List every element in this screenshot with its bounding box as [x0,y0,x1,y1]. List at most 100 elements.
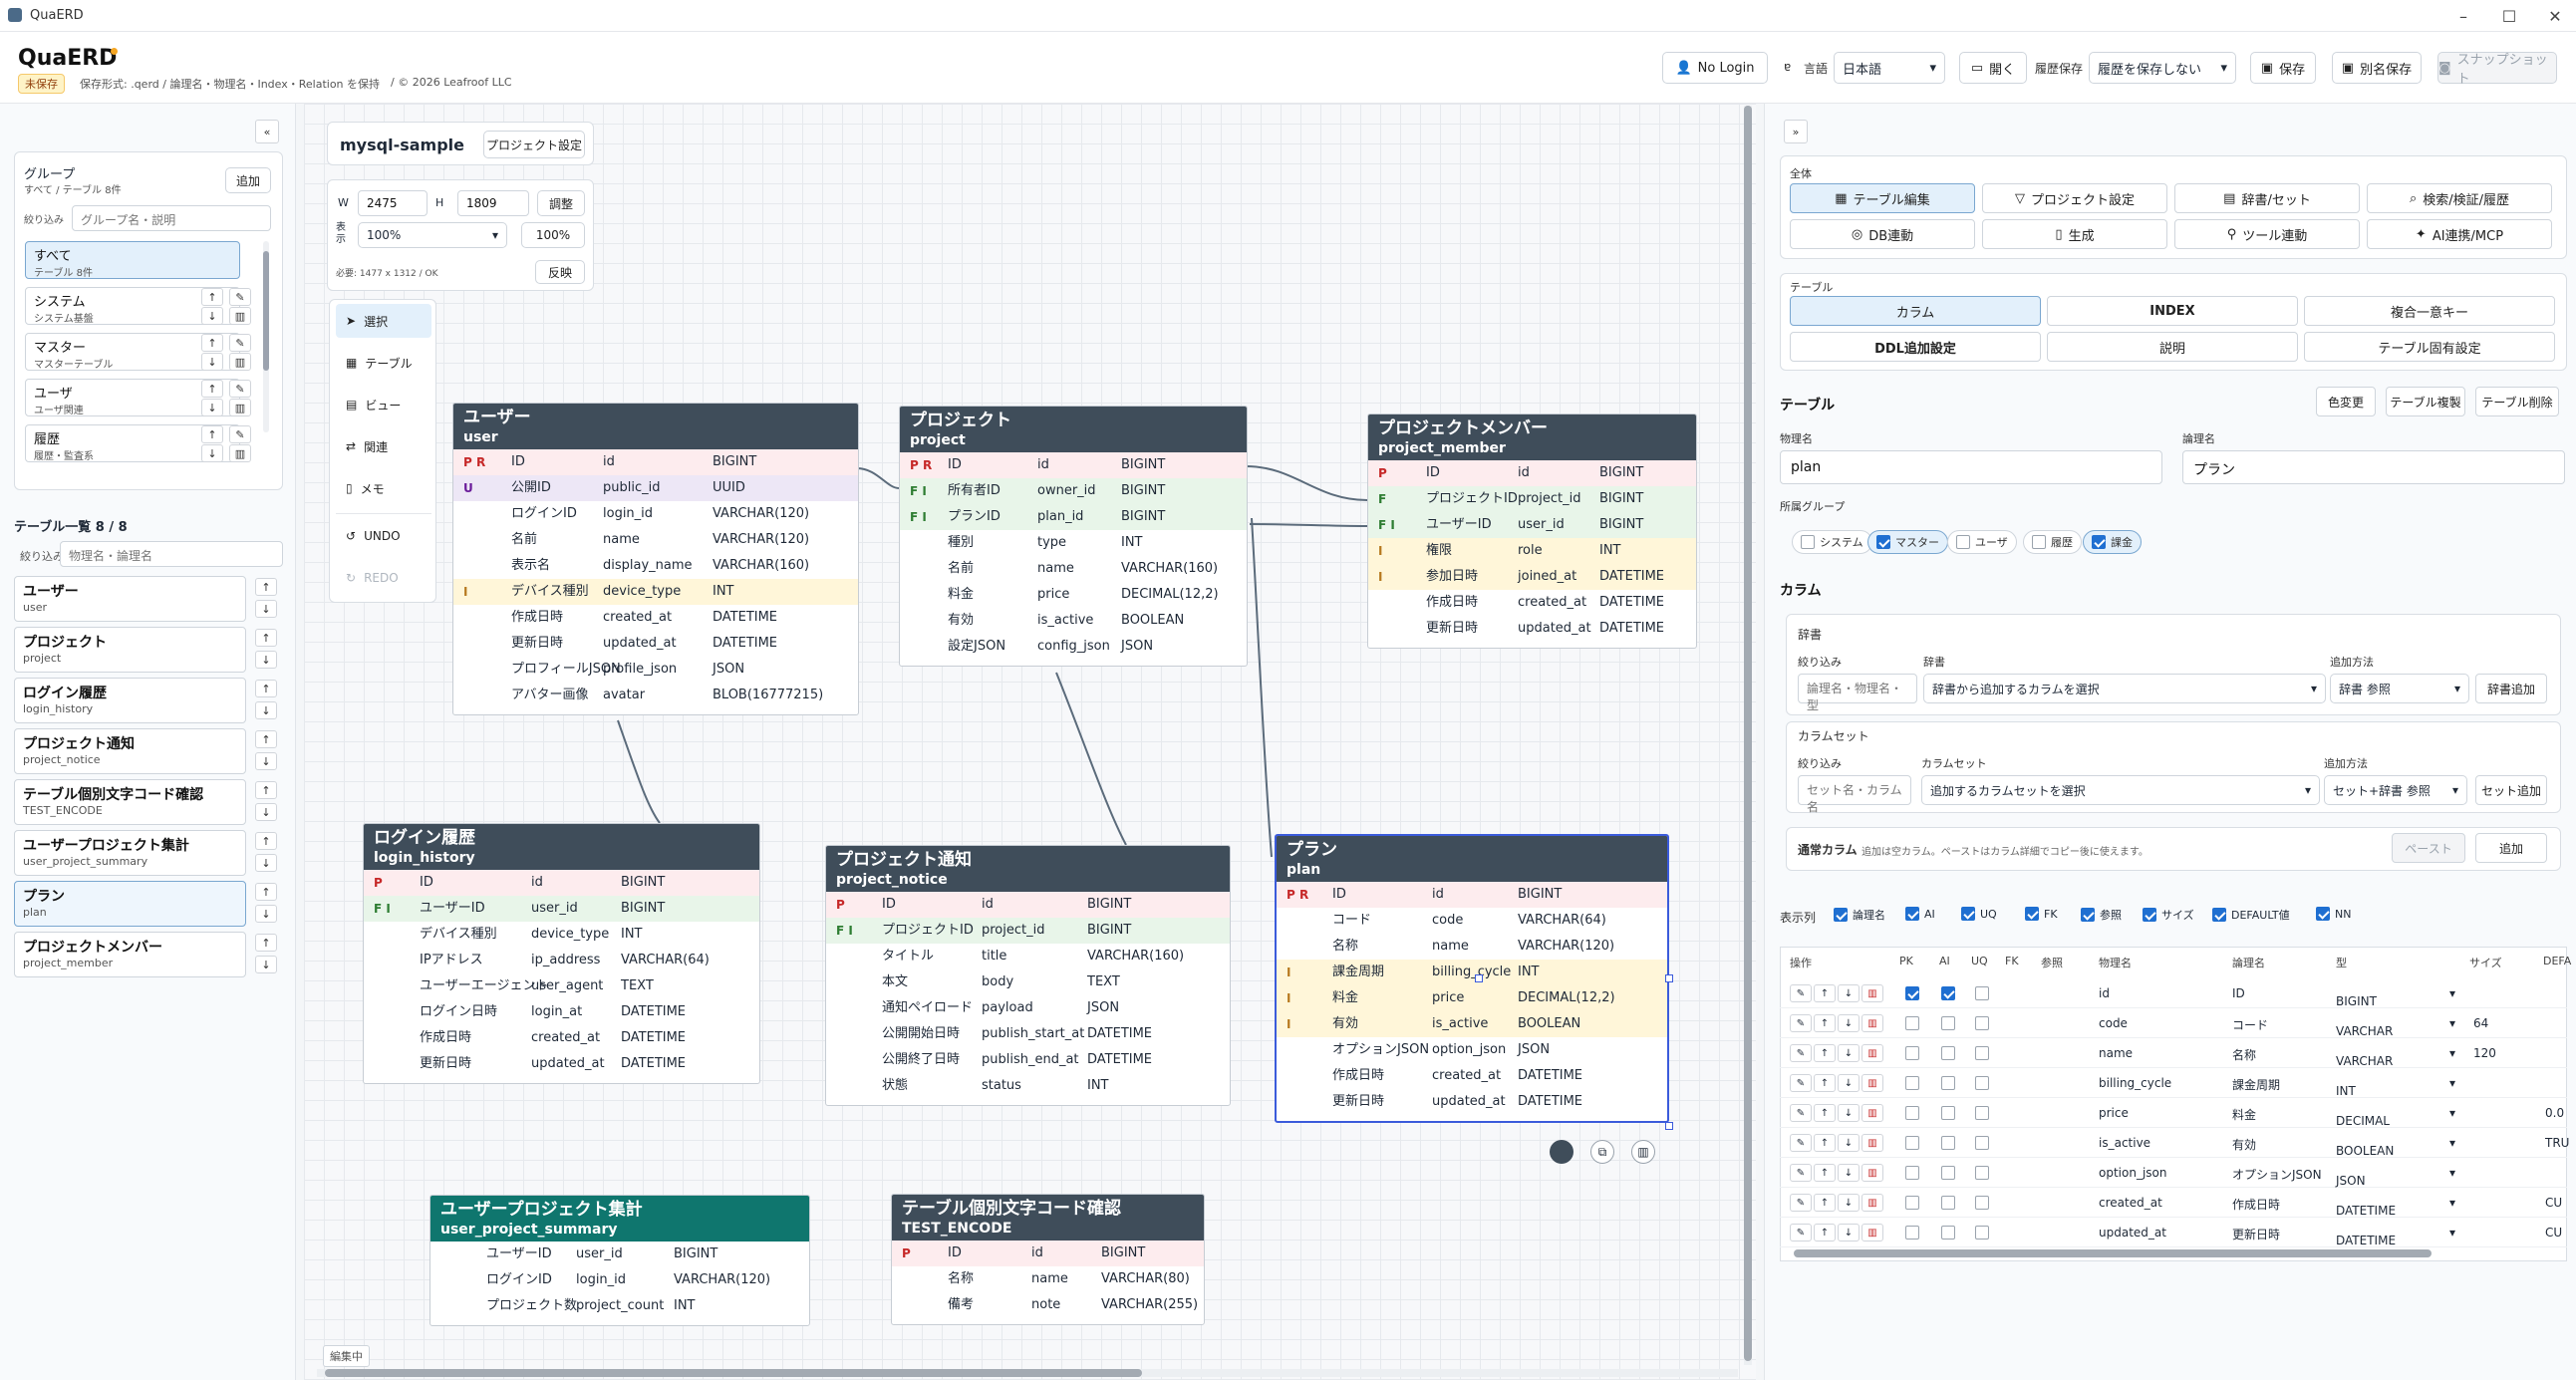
table-list-item[interactable]: テーブル個別文字コード確認 TEST_ENCODE [14,779,246,825]
checkbox[interactable] [2316,907,2330,921]
entity-column-row[interactable]: 更新日時 updated_at DATETIME [364,1051,759,1077]
entity-header[interactable]: プロジェクトメンバー project_member [1368,414,1696,460]
relation-line[interactable] [1055,672,1127,846]
entity-column-row[interactable]: 備考 note VARCHAR(255) [892,1292,1204,1318]
grid-physical-name[interactable]: code [2099,1016,2128,1030]
tool-relation[interactable]: ⇄ 関連 [336,429,431,463]
entity-column-row[interactable]: コード code VARCHAR(64) [1277,908,1667,934]
edit-icon[interactable]: ✎ [229,425,251,443]
duplicate-icon[interactable]: ⧉ [1590,1140,1614,1164]
group-scrollbar[interactable] [263,241,269,432]
column-set-select[interactable]: 追加するカラムセットを選択 ▾ [1921,775,2320,805]
entity-column-row[interactable]: 更新日時 updated_at DATETIME [1368,616,1696,642]
trash-icon[interactable]: ▥ [1861,1224,1883,1242]
edit-icon[interactable]: ✎ [1790,984,1812,1002]
uq-checkbox[interactable] [1975,1136,1989,1150]
show-column-toggle[interactable]: サイズ [2143,907,2194,923]
relation-line[interactable] [1251,517,1273,858]
arrow-down-icon[interactable]: ↓ [255,752,277,770]
grid-logical-name[interactable]: 更新日時 [2232,1228,2281,1242]
arrow-up-icon[interactable]: ↑ [201,380,223,398]
history-select[interactable]: 履歴を保存しない ▾ [2089,52,2236,84]
entity-test_encode[interactable]: テーブル個別文字コード確認 TEST_ENCODE P ID id BIGINT 名称 nam… [891,1194,1205,1325]
language-select[interactable]: 日本語 ▾ [1834,52,1945,84]
column-grid-row[interactable]: ✎ ↑ ↓ ▥ updated_at 更新日時 DATETIME ▾ CU [1780,1218,2567,1247]
entity-column-row[interactable]: 名前 name VARCHAR(120) [453,527,858,553]
arrow-down-icon[interactable]: ↓ [1838,1104,1860,1122]
global-tab-button[interactable]: ✦ AI連携/MCP [2367,219,2552,249]
resize-handle[interactable] [1475,974,1483,982]
column-grid-row[interactable]: ✎ ↑ ↓ ▥ code コード VARCHAR ▾ 64 [1780,1008,2567,1038]
entity-column-row[interactable]: P ID id BIGINT [892,1241,1204,1266]
snapshot-button[interactable]: ◙ スナップショット [2437,52,2557,87]
uq-checkbox[interactable] [1975,1226,1989,1240]
canvas-v-scrollbar[interactable] [1744,106,1752,1365]
entity-column-row[interactable]: 更新日時 updated_at DATETIME [1277,1089,1667,1115]
entity-column-row[interactable]: IPアドレス ip_address VARCHAR(64) [364,948,759,973]
dictionary-add-button[interactable]: 辞書追加 [2475,674,2547,703]
grid-physical-name[interactable]: billing_cycle [2099,1076,2172,1090]
ai-checkbox[interactable] [1941,1046,1955,1060]
entity-column-row[interactable]: プロジェクト数 project_count INT [430,1293,809,1319]
collapse-left-button[interactable]: « [255,120,279,143]
relation-line[interactable] [856,467,900,489]
edit-icon[interactable]: ✎ [1790,1074,1812,1092]
trash-icon[interactable]: ▥ [229,399,251,416]
entity-column-row[interactable]: プロフィールJSON profile_json JSON [453,657,858,683]
table-filter-input[interactable]: 物理名・論理名 [60,541,283,567]
arrow-down-icon[interactable]: ↓ [255,651,277,669]
arrow-up-icon[interactable]: ↑ [201,334,223,352]
table-list-item[interactable]: プロジェクト通知 project_notice [14,728,246,774]
table-tab-button[interactable]: カラム [1790,296,2041,326]
edit-icon[interactable]: ✎ [1790,1194,1812,1212]
entity-column-row[interactable]: ユーザーID user_id BIGINT [430,1242,809,1267]
entity-column-row[interactable]: I 参加日時 joined_at DATETIME [1368,564,1696,590]
save-button[interactable]: ▣ 保存 [2250,52,2316,84]
entity-column-row[interactable]: I 課金周期 billing_cycle INT [1277,960,1667,985]
entity-user_project_summary[interactable]: ユーザープロジェクト集計 user_project_summary ユーザーID us… [429,1195,810,1326]
arrow-down-icon[interactable]: ↓ [255,701,277,719]
grid-logical-name[interactable]: ID [2232,986,2245,1000]
arrow-up-icon[interactable]: ↑ [255,629,277,647]
arrow-down-icon[interactable]: ↓ [201,444,223,462]
group-pill[interactable]: ユーザ [1947,530,2017,554]
grid-physical-name[interactable]: name [2099,1046,2134,1060]
arrow-up-icon[interactable]: ↑ [1814,984,1836,1002]
uq-checkbox[interactable] [1975,1166,1989,1180]
arrow-up-icon[interactable]: ↑ [1814,1194,1836,1212]
entity-project[interactable]: プロジェクト project P R ID id BIGINT F I 所有者ID owner_… [899,406,1248,667]
zoom-select[interactable]: 100% ▾ [358,222,507,248]
entity-column-row[interactable]: 作成日時 created_at DATETIME [364,1025,759,1051]
pk-checkbox[interactable] [1905,1196,1919,1210]
entity-column-row[interactable]: 表示名 display_name VARCHAR(160) [453,553,858,579]
entity-column-row[interactable]: 名前 name VARCHAR(160) [900,556,1247,582]
entity-column-row[interactable]: 名称 name VARCHAR(120) [1277,934,1667,960]
group-item[interactable]: すべて テーブル 8件 [25,241,240,279]
table-tab-button[interactable]: INDEX [2047,296,2298,326]
arrow-down-icon[interactable]: ↓ [255,905,277,923]
table-tab-button[interactable]: 複合一意キー [2304,296,2555,326]
entity-header[interactable]: ユーザー user [453,404,858,449]
dictionary-method-select[interactable]: 辞書 参照 ▾ [2330,674,2469,703]
project-settings-button[interactable]: プロジェクト設定 [483,131,585,158]
entity-column-row[interactable]: 公開終了日時 publish_end_at DATETIME [826,1047,1230,1073]
paste-button[interactable]: ペースト [2392,833,2465,863]
uq-checkbox[interactable] [1975,986,1989,1000]
checkbox[interactable] [1905,907,1919,921]
expand-right-button[interactable]: » [1784,120,1808,143]
close-button[interactable]: ✕ [2548,6,2562,26]
table-tab-button[interactable]: テーブル固有設定 [2304,332,2555,362]
table-list-item[interactable]: ユーザープロジェクト集計 user_project_summary [14,830,246,876]
pk-checkbox[interactable] [1905,1046,1919,1060]
grid-physical-name[interactable]: price [2099,1106,2129,1120]
edit-icon[interactable]: ✎ [1790,1044,1812,1062]
arrow-down-icon[interactable]: ↓ [201,399,223,416]
tool-table[interactable]: ▦ テーブル [336,346,431,380]
entity-column-row[interactable]: P ID id BIGINT [364,870,759,896]
entity-column-row[interactable]: 作成日時 created_at DATETIME [1277,1063,1667,1089]
table-delete-button[interactable]: テーブル削除 [2475,387,2559,416]
entity-column-row[interactable]: I 有効 is_active BOOLEAN [1277,1011,1667,1037]
relation-line[interactable] [1245,465,1368,501]
arrow-up-icon[interactable]: ↑ [1814,1164,1836,1182]
pk-checkbox[interactable] [1905,1226,1919,1240]
